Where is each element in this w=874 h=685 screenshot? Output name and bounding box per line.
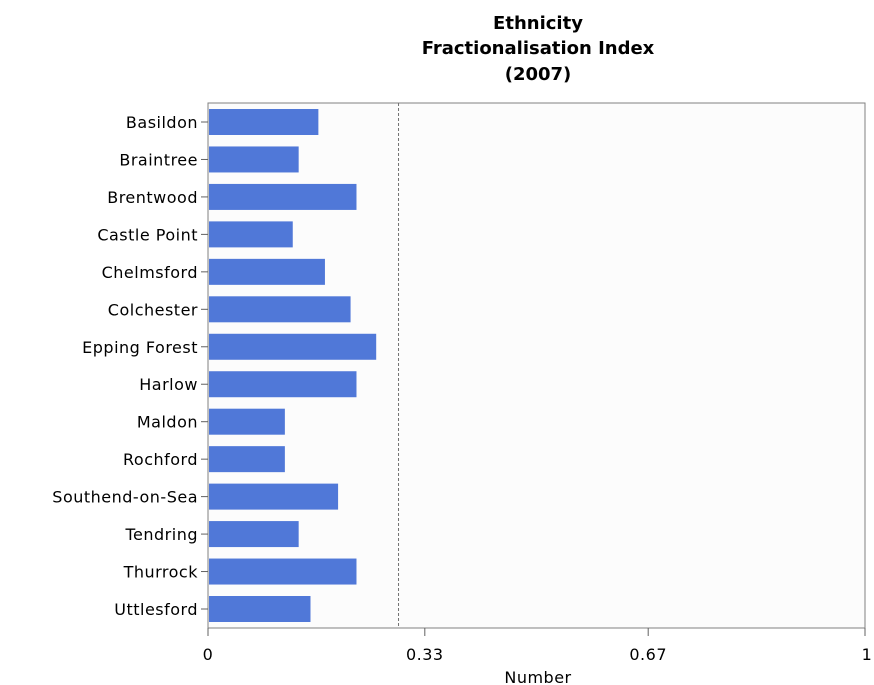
bar bbox=[209, 296, 351, 323]
bar bbox=[209, 333, 377, 360]
category-label: Tendring bbox=[124, 525, 198, 544]
bar bbox=[209, 558, 357, 585]
chart-title-line: Ethnicity bbox=[493, 13, 583, 34]
bar bbox=[209, 146, 299, 173]
bar bbox=[209, 258, 325, 285]
x-tick-label: 1 bbox=[862, 645, 873, 664]
category-label: Castle Point bbox=[97, 225, 198, 244]
category-label: Harlow bbox=[139, 375, 198, 394]
category-label: Thurrock bbox=[123, 563, 199, 582]
chart-title-line: (2007) bbox=[505, 64, 572, 85]
chart-title-line: Fractionalisation Index bbox=[422, 38, 655, 59]
bar bbox=[209, 483, 339, 510]
x-tick-label: 0.67 bbox=[629, 645, 667, 664]
bar bbox=[209, 183, 357, 210]
category-label: Maldon bbox=[137, 413, 198, 432]
category-label: Chelmsford bbox=[102, 263, 198, 282]
bar bbox=[209, 408, 285, 435]
x-tick-label: 0.33 bbox=[406, 645, 444, 664]
bar bbox=[209, 221, 293, 248]
category-label: Basildon bbox=[126, 113, 198, 132]
category-label: Epping Forest bbox=[82, 338, 198, 357]
category-label: Rochford bbox=[123, 450, 198, 469]
bar bbox=[209, 371, 357, 398]
bar bbox=[209, 446, 285, 473]
plot-area bbox=[207, 102, 866, 629]
x-axis: 0 0.33 0.67 1 bbox=[203, 628, 873, 664]
bar bbox=[209, 109, 319, 135]
category-label: Uttlesford bbox=[114, 600, 198, 619]
category-label: Braintree bbox=[119, 150, 198, 169]
category-label: Colchester bbox=[108, 300, 198, 319]
category-label: Southend-on-Sea bbox=[52, 488, 198, 507]
chart-title: Ethnicity Fractionalisation Index (2007) bbox=[422, 13, 655, 85]
bar bbox=[209, 596, 311, 622]
x-axis-title: Number bbox=[504, 668, 571, 685]
bars-group bbox=[209, 109, 377, 622]
category-label: Brentwood bbox=[107, 188, 198, 207]
bar bbox=[209, 521, 299, 548]
y-axis: Basildon Braintree Brentwood Castle Point Ch… bbox=[52, 113, 208, 619]
x-tick-label: 0 bbox=[203, 645, 214, 664]
